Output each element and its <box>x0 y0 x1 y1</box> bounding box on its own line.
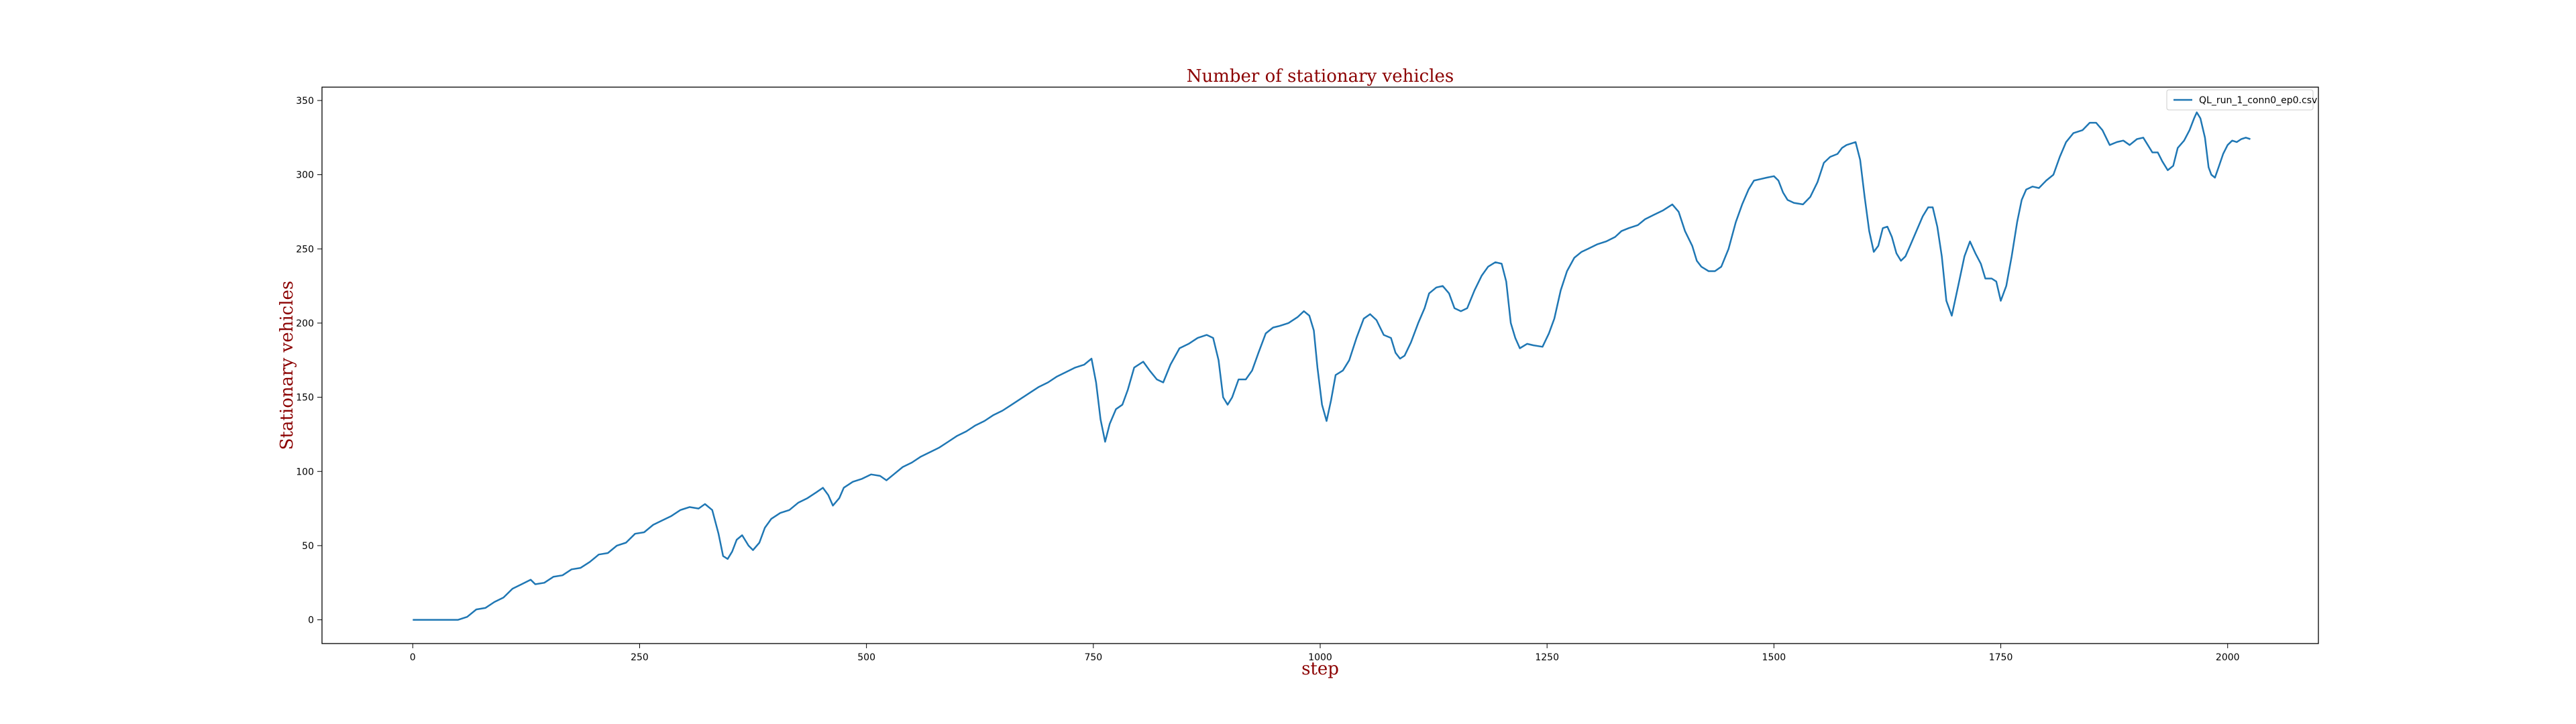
y-tick-label: 200 <box>296 318 314 329</box>
y-tick-label: 300 <box>296 170 314 181</box>
y-axis-label: Stationary vehicles <box>277 281 297 450</box>
y-axis-ticks: 0 50 100 150 200 250 300 350 <box>296 96 322 626</box>
legend-label: QL_run_1_conn0_ep0.csv <box>2199 95 2317 106</box>
x-tick-label: 250 <box>631 652 649 663</box>
x-tick-label: 1750 <box>1989 652 2013 663</box>
legend-box <box>2166 89 2314 111</box>
chart-title: Number of stationary vehicles <box>1187 66 1454 86</box>
y-tick-label: 50 <box>302 541 314 552</box>
x-axis-label: step <box>1301 659 1339 679</box>
x-tick-label: 1000 <box>1308 652 1332 663</box>
series-line <box>413 111 2251 621</box>
x-tick-label: 500 <box>857 652 875 663</box>
x-tick-label: 1250 <box>1535 652 1559 663</box>
x-axis-ticks: 0 250 500 750 1000 1250 1500 1750 2000 <box>410 644 2240 663</box>
x-tick-label: 2000 <box>2216 652 2240 663</box>
y-tick-label: 150 <box>296 393 314 404</box>
y-tick-label: 250 <box>296 244 314 255</box>
y-tick-label: 100 <box>296 467 314 477</box>
x-tick-label: 750 <box>1084 652 1102 663</box>
y-tick-label: 0 <box>308 615 314 626</box>
legend: QL_run_1_conn0_ep0.csv <box>2166 89 2317 111</box>
x-tick-label: 0 <box>410 652 416 663</box>
x-tick-label: 1500 <box>1762 652 1786 663</box>
y-tick-label: 350 <box>296 96 314 107</box>
